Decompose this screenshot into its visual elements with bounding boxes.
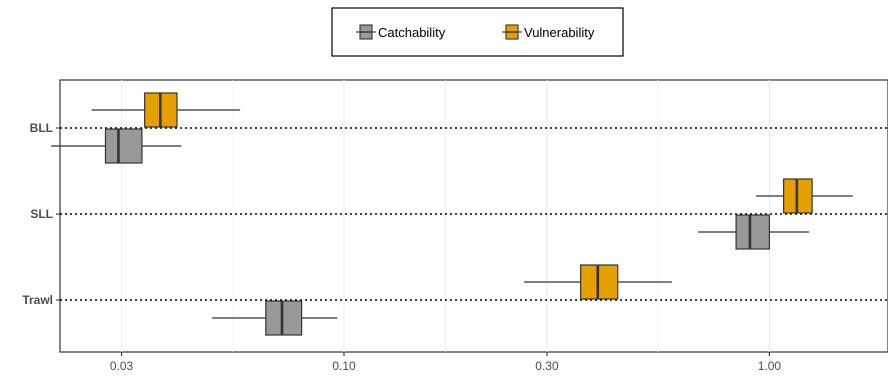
box-body <box>580 264 619 300</box>
legend-frame <box>331 7 624 57</box>
x-tick-label-3: 1.00 <box>758 359 782 373</box>
y-tick-label-bll: BLL <box>30 121 53 135</box>
legend-key-vulnerability <box>502 24 522 40</box>
x-tick-label-1: 0.10 <box>332 359 356 373</box>
box-catchability-bll <box>51 128 182 164</box>
plot-panel-border <box>59 79 888 353</box>
x-axis: 0.03 0.10 0.30 1.00 <box>110 352 782 373</box>
box-catchability-sll <box>698 214 810 250</box>
boxes <box>51 92 853 336</box>
legend-key-catchability <box>356 24 376 40</box>
category-reference-lines <box>60 127 888 301</box>
x-tick-label-2: 0.30 <box>535 359 559 373</box>
box-vulnerability-sll <box>756 178 853 214</box>
box-vulnerability-trawl <box>524 264 672 300</box>
box-body <box>104 128 143 164</box>
y-tick-label-sll: SLL <box>30 207 53 221</box>
legend-label-catchability: Catchability <box>378 25 446 40</box>
box-catchability-trawl <box>212 300 338 336</box>
legend-label-vulnerability: Vulnerability <box>524 25 595 40</box>
x-tick-label-0: 0.03 <box>110 359 134 373</box>
y-tick-label-trawl: Trawl <box>22 293 53 307</box>
box-vulnerability-bll <box>91 92 241 128</box>
box-body <box>265 300 303 336</box>
grid-lines <box>121 80 770 352</box>
y-axis: BLL SLL Trawl <box>22 121 60 307</box>
box-body <box>735 214 771 250</box>
legend: Catchability Vulnerability <box>331 7 624 57</box>
